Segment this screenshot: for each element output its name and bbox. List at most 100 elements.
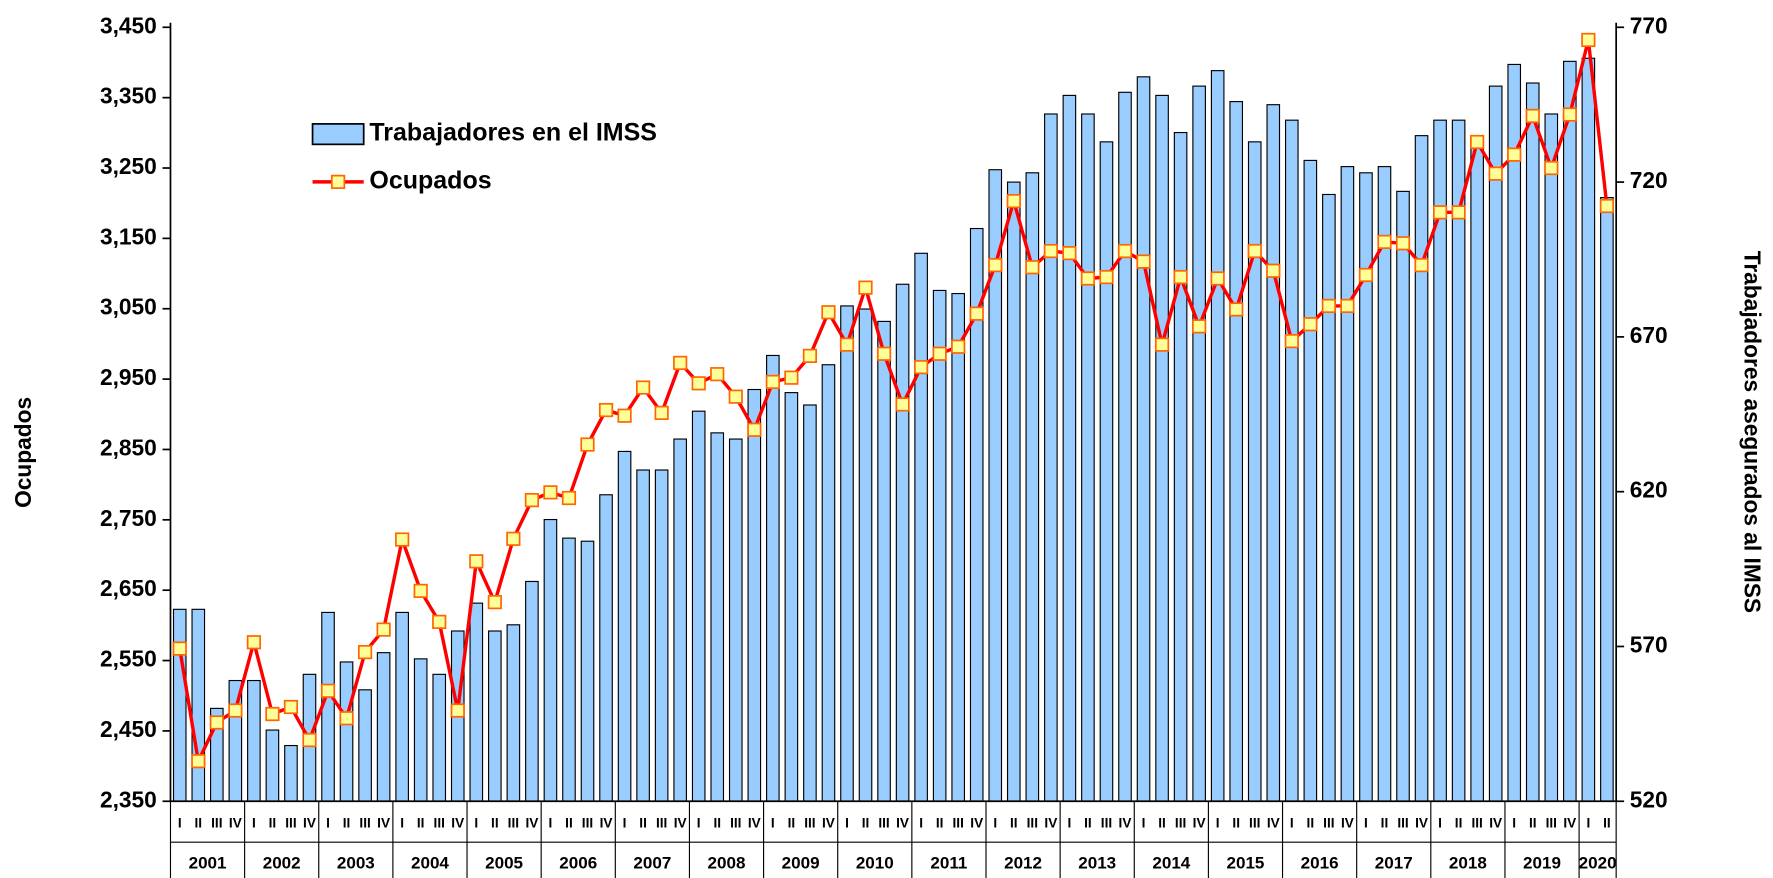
x-tick-label: II (1084, 816, 1092, 831)
x-tick-label: IV (1489, 816, 1502, 831)
marker (1451, 205, 1466, 220)
x-tick-label: II (1603, 816, 1611, 831)
marker (1025, 260, 1040, 275)
bar (1210, 70, 1225, 802)
marker (1358, 267, 1374, 283)
year-label: 2008 (708, 853, 746, 872)
bar (1563, 60, 1577, 802)
year-label: 2017 (1375, 853, 1413, 872)
x-tick-label: III (582, 816, 593, 831)
marker (228, 703, 243, 718)
x-tick-label: I (1067, 816, 1071, 831)
x-tick-label: II (936, 816, 944, 831)
marker (543, 485, 558, 500)
x-tick-label: IV (822, 816, 835, 831)
marker (524, 493, 540, 508)
legend-label: Trabajadores en el IMSS (369, 119, 657, 147)
marker (636, 380, 651, 395)
marker (932, 346, 947, 361)
x-tick-label: III (656, 816, 667, 831)
year-label: 2011 (930, 853, 967, 872)
x-tick-label: III (434, 816, 445, 831)
bar (803, 404, 817, 802)
y-tick-label: 3,050 (100, 294, 157, 320)
x-tick-label: III (1249, 816, 1260, 831)
x-tick-label: I (326, 816, 330, 831)
year-label: 2007 (633, 853, 671, 872)
x-tick-label: II (565, 816, 573, 831)
marker (839, 337, 855, 352)
x-tick-label: IV (1119, 816, 1132, 831)
year-label: 2018 (1449, 853, 1487, 872)
year-label: 2002 (263, 853, 301, 872)
bar (914, 252, 928, 802)
x-tick-label: I (919, 816, 923, 831)
year-label: 2006 (559, 853, 597, 872)
year-label: 2014 (1152, 853, 1190, 872)
y-tick-label: 2,850 (100, 434, 157, 460)
y2-tick-label: 620 (1630, 477, 1668, 503)
x-tick-label: I (771, 816, 775, 831)
bar (1377, 166, 1392, 802)
marker (1432, 205, 1448, 220)
bar (1136, 76, 1151, 802)
bar (1081, 113, 1095, 802)
x-tick-label: IV (1193, 816, 1206, 831)
y2-tick-label: 520 (1630, 786, 1668, 812)
x-tick-label: I (178, 816, 182, 831)
bar (784, 392, 799, 802)
bar (840, 305, 854, 802)
x-tick-label: III (730, 816, 741, 831)
x-tick-label: IV (748, 816, 761, 831)
marker (302, 732, 317, 748)
bar (766, 354, 780, 802)
x-tick-label: I (845, 816, 849, 831)
x-tick-label: II (269, 816, 277, 831)
bar (1488, 85, 1503, 802)
marker (1210, 271, 1225, 286)
y-axis-title: Ocupados (10, 397, 36, 508)
bar (821, 364, 836, 802)
bar (1118, 91, 1132, 802)
marker (413, 583, 428, 598)
year-label: 2005 (485, 853, 523, 872)
year-label: 2013 (1078, 853, 1116, 872)
bar (376, 652, 391, 802)
y2-tick-label: 670 (1630, 322, 1668, 348)
y-tick-label: 3,450 (100, 12, 157, 38)
legend-label: Ocupados (369, 166, 491, 194)
bar (1247, 141, 1262, 802)
marker (246, 635, 261, 650)
marker (1488, 166, 1503, 181)
marker (1581, 32, 1596, 48)
bar (747, 388, 762, 802)
x-tick-label: III (878, 816, 889, 831)
legend-swatch (311, 123, 365, 146)
x-tick-label: III (804, 816, 815, 831)
marker (580, 437, 595, 452)
marker (376, 622, 391, 637)
x-tick-label: II (1158, 816, 1166, 831)
bar (580, 540, 595, 802)
x-tick-label: II (417, 816, 425, 831)
x-tick-label: II (862, 816, 870, 831)
year-label: 2012 (1004, 853, 1042, 872)
bar (1581, 57, 1596, 802)
year-label: 2015 (1227, 853, 1265, 872)
x-tick-label: I (1216, 816, 1220, 831)
x-tick-label: II (1307, 816, 1315, 831)
year-label: 2019 (1523, 853, 1561, 872)
x-tick-label: I (623, 816, 627, 831)
marker (1136, 254, 1151, 269)
marker (1544, 160, 1559, 176)
bar (728, 438, 743, 802)
marker (1303, 317, 1318, 332)
bar (1414, 135, 1429, 802)
marker (561, 490, 577, 506)
bar (1470, 135, 1484, 802)
x-tick-label: II (1010, 816, 1018, 831)
bar (1322, 193, 1336, 802)
year-label: 2009 (782, 853, 820, 872)
bar (1507, 63, 1522, 802)
